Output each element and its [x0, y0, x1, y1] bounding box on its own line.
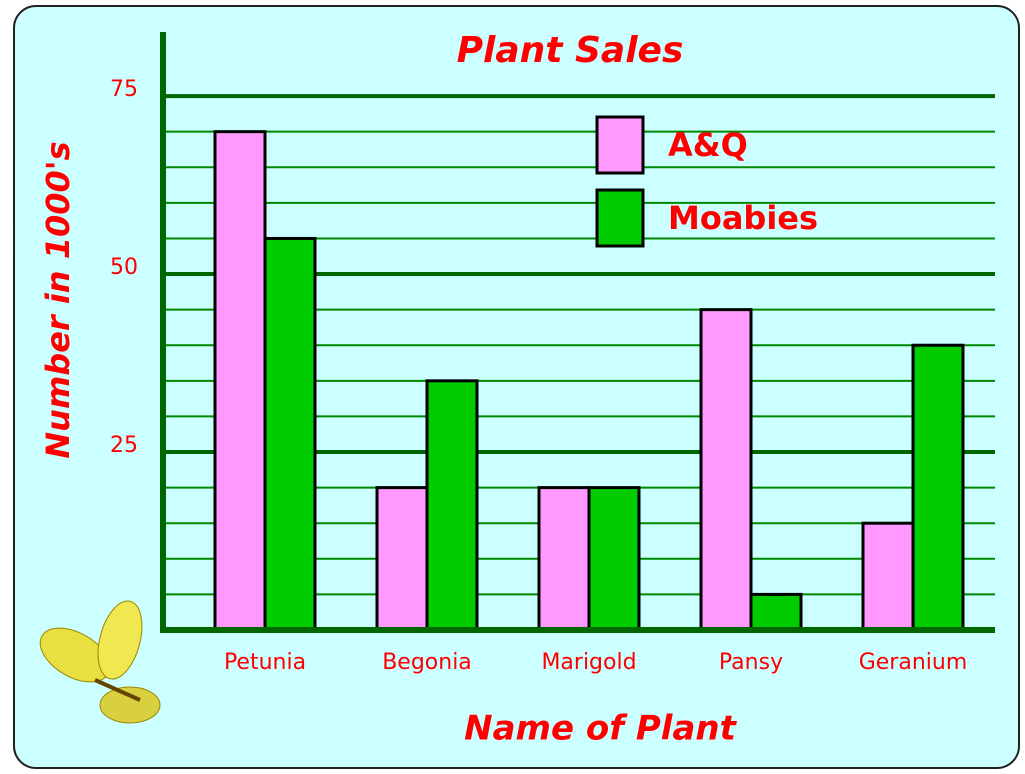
x-tick-label: Geranium	[859, 650, 968, 675]
page: Plant Sales Name of Plant Number in 1000…	[0, 0, 1025, 774]
y-tick-label: 75	[110, 77, 138, 102]
bar	[539, 488, 589, 630]
bar	[215, 132, 265, 630]
bar	[377, 488, 427, 630]
y-axis-title: Number in 1000's	[39, 141, 77, 458]
bar	[265, 238, 315, 630]
legend-swatch	[597, 190, 643, 246]
x-tick-label: Petunia	[224, 650, 306, 675]
x-tick-label: Begonia	[382, 650, 472, 675]
legend-label: Moabies	[668, 199, 818, 237]
legend-label: A&Q	[668, 126, 748, 164]
x-tick-label: Pansy	[719, 650, 783, 675]
bar	[427, 381, 477, 630]
legend-swatch	[597, 117, 643, 173]
bar	[863, 523, 913, 630]
y-tick-label: 50	[110, 255, 138, 280]
bar	[589, 488, 639, 630]
bar	[701, 310, 751, 630]
x-axis-title: Name of Plant	[464, 709, 737, 749]
chart-title: Plant Sales	[457, 30, 684, 71]
x-tick-label: Marigold	[541, 650, 636, 675]
bar	[913, 345, 963, 630]
chart: Plant Sales Name of Plant Number in 1000…	[0, 0, 1025, 774]
y-tick-label: 25	[110, 433, 138, 458]
bar	[751, 594, 801, 630]
